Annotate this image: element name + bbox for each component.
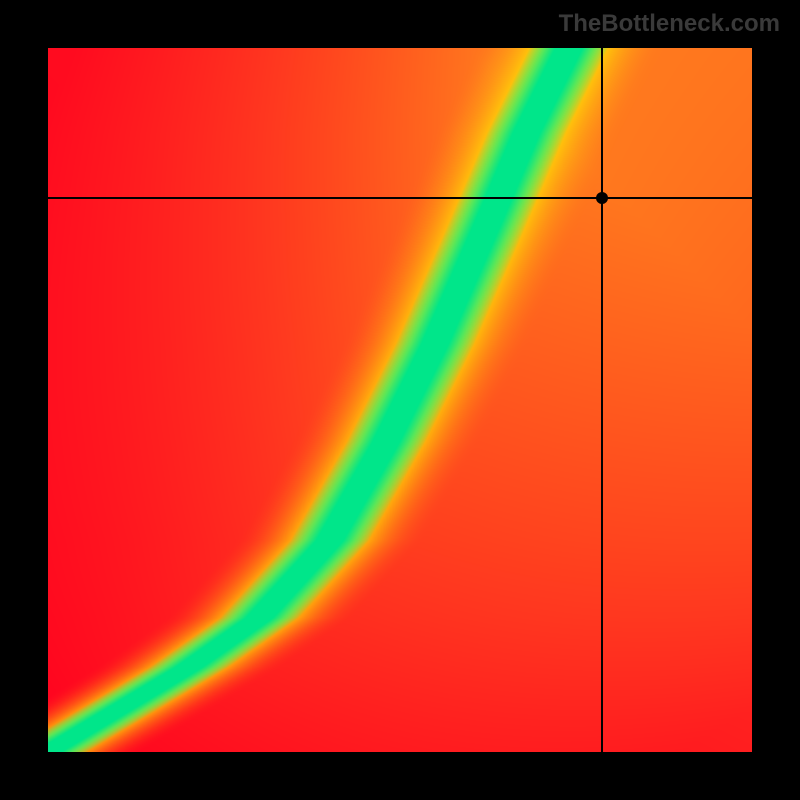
crosshair-horizontal (48, 197, 752, 199)
watermark-text: TheBottleneck.com (559, 10, 780, 38)
crosshair-marker[interactable] (596, 192, 608, 204)
plot-area (48, 48, 752, 752)
heatmap-canvas (48, 48, 752, 752)
crosshair-vertical (601, 48, 603, 752)
chart-container: TheBottleneck.com (0, 0, 800, 800)
